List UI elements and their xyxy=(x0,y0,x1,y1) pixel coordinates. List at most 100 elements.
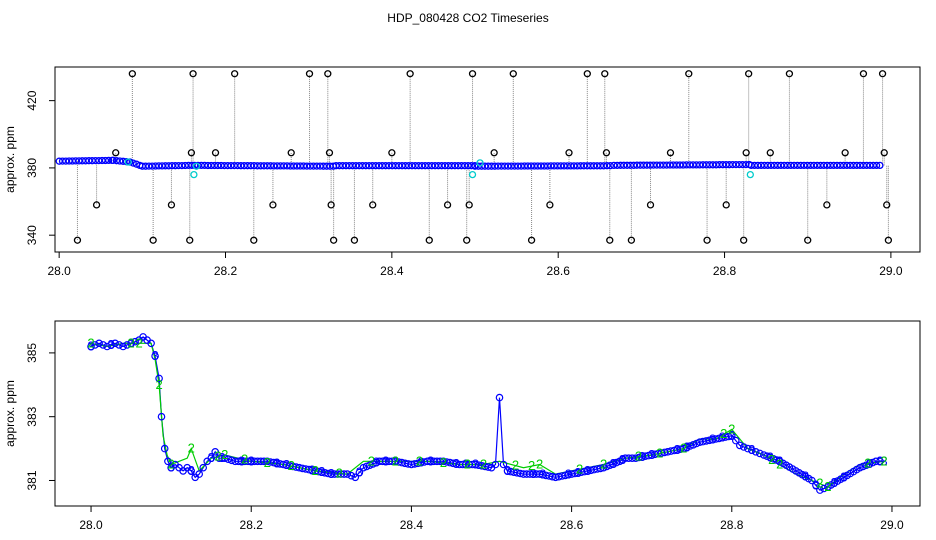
outlier-point xyxy=(745,70,753,78)
top-y-axis-label: approx. ppm xyxy=(3,126,17,193)
outlier-point xyxy=(841,149,849,157)
bottom-y-tick-label: 385 xyxy=(25,343,39,363)
outlier-point xyxy=(388,149,396,157)
bottom-y-axis-label: approx. ppm xyxy=(3,380,17,447)
outlier-point xyxy=(766,149,774,157)
series-circle xyxy=(224,455,233,464)
outlier-point xyxy=(859,70,868,78)
series-circle xyxy=(215,454,224,463)
series-marker-2: 2 xyxy=(241,452,248,467)
outlier-point xyxy=(740,236,748,244)
top-y-tick-label: 340 xyxy=(25,225,39,245)
outlier-point xyxy=(468,70,477,78)
bottom-y-axis: 381 383 385 xyxy=(25,343,55,490)
series-circle xyxy=(157,412,166,421)
series-marker-2: 2 xyxy=(880,453,887,468)
bottom-x-tick-label: 28.6 xyxy=(560,518,584,532)
series-marker-3: 3 xyxy=(356,465,363,480)
cyan-point xyxy=(476,159,484,167)
series-circle xyxy=(743,444,752,453)
series-marker-2: 2 xyxy=(512,458,519,473)
series-circle xyxy=(495,393,504,402)
series-circle xyxy=(808,476,816,485)
outlier-point xyxy=(325,149,334,157)
series-circle xyxy=(103,342,111,351)
series-marker-3: 3 xyxy=(107,337,114,352)
bottom-y-tick-label: 381 xyxy=(25,470,39,490)
series-circle xyxy=(731,436,740,445)
top-panel: 28.0 28.2 28.4 28.6 28.8 29.0 340 380 420 appro… xyxy=(3,66,921,278)
series-circle xyxy=(355,468,364,477)
outlier-point xyxy=(250,236,258,244)
outlier-point xyxy=(509,70,517,78)
outlier-point xyxy=(666,149,675,157)
series-marker-3: 3 xyxy=(87,339,94,354)
series-circle xyxy=(131,337,139,346)
series-circle xyxy=(343,470,352,478)
series-marker-2: 2 xyxy=(221,447,228,462)
outlier-point xyxy=(646,201,655,209)
series-circle xyxy=(127,339,135,348)
outlier-point xyxy=(231,70,239,78)
outlier-point xyxy=(149,236,157,244)
series-marker-3: 3 xyxy=(776,453,783,468)
series-marker-2: 2 xyxy=(416,453,423,468)
top-outlier-points xyxy=(73,70,893,244)
series-circle xyxy=(99,341,107,349)
series-marker-2: 2 xyxy=(728,421,735,436)
series-marker-2: 2 xyxy=(635,449,642,464)
series-marker-2: 2 xyxy=(656,445,663,460)
chart-title: HDP_080428 CO2 Timeseries xyxy=(387,11,548,25)
series-marker-2: 2 xyxy=(864,456,871,471)
series-marker-2: 2 xyxy=(824,479,831,494)
cyan-point xyxy=(746,170,754,179)
series-marker-2: 2 xyxy=(336,465,343,480)
top-baseline-points xyxy=(55,156,884,170)
series-circle xyxy=(751,447,760,456)
series-circle xyxy=(491,460,500,469)
outlier-point xyxy=(73,236,82,244)
top-x-tick-label: 28.2 xyxy=(214,264,238,278)
cyan-point xyxy=(190,170,198,179)
series-circle xyxy=(160,444,169,453)
series-circle xyxy=(187,467,196,475)
series-marker-2: 2 xyxy=(816,476,823,491)
series-marker-2: 2 xyxy=(680,441,687,456)
cyan-point xyxy=(468,170,477,179)
series-circle xyxy=(207,454,216,463)
outlier-point xyxy=(187,149,196,157)
series-marker-2: 2 xyxy=(264,455,271,470)
series-marker-2: 2 xyxy=(312,463,319,478)
top-panel-frame xyxy=(54,66,921,253)
series-circle xyxy=(820,484,828,493)
baseline-point xyxy=(119,157,127,165)
series-circle xyxy=(195,470,204,478)
series-circle xyxy=(876,457,884,466)
series-marker-2: 2 xyxy=(480,457,487,472)
series-circle xyxy=(164,457,172,466)
series-circle xyxy=(95,339,103,348)
series-circle xyxy=(107,341,115,349)
series-circle xyxy=(115,341,123,349)
baseline-point xyxy=(872,161,881,170)
series-marker-2: 2 xyxy=(127,335,134,350)
top-cyan-points xyxy=(124,158,754,179)
series-circle xyxy=(147,339,155,348)
outlier-point xyxy=(883,201,891,209)
series-marker-2: 2 xyxy=(528,458,535,473)
top-y-tick-label: 420 xyxy=(25,90,39,110)
series-marker-2: 2 xyxy=(135,335,142,350)
series-circle xyxy=(123,341,131,349)
top-y-tick-label: 380 xyxy=(25,158,39,178)
outlier-point xyxy=(128,70,137,78)
baseline-point xyxy=(105,156,113,165)
baseline-point xyxy=(606,162,614,170)
bottom-x-tick-label: 29.0 xyxy=(880,518,904,532)
series-circle xyxy=(111,339,119,348)
top-x-axis: 28.0 28.2 28.4 28.6 28.8 29.0 xyxy=(47,252,903,278)
series-circle xyxy=(155,374,163,383)
series-marker-3: 3 xyxy=(728,428,735,443)
bottom-x-axis: 28.0 28.2 28.4 28.6 28.8 29.0 xyxy=(79,506,904,532)
outlier-point xyxy=(527,236,536,244)
series-circle xyxy=(221,454,229,463)
